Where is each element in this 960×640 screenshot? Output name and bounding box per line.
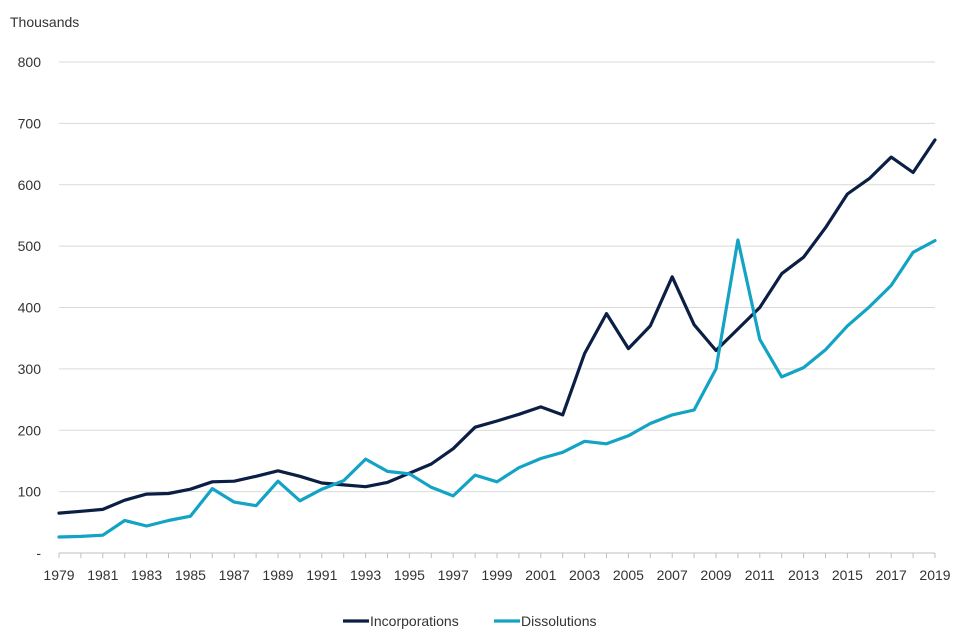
y-tick-label: - [36,545,41,561]
y-unit-label: Thousands [10,14,79,30]
x-tick-label: 1999 [481,567,512,583]
x-tick-label: 1997 [438,567,469,583]
x-tick-label: 2003 [569,567,600,583]
y-tick-label: 600 [18,177,42,193]
legend-item-dissolutions: Dissolutions [494,613,596,629]
y-tick-label: 200 [18,422,42,438]
y-tick-labels: - 100 200 300 400 500 600 700 800 [18,54,42,561]
legend-label: Incorporations [370,613,459,629]
x-tick-label: 2009 [700,567,731,583]
y-tick-label: 800 [18,54,42,70]
series-lines [57,138,937,539]
x-tick-label: 2007 [657,567,688,583]
x-tick-label: 2011 [745,567,775,583]
x-axis: 1979 1981 1983 1985 1987 1989 1991 1993 1995 1997… [43,552,951,583]
series-line-incorporations [57,138,937,515]
x-tick-label: 1991 [306,567,337,583]
x-tick-label: 2001 [525,567,556,583]
x-tick-label: 1987 [219,567,250,583]
legend-label: Dissolutions [521,613,596,629]
x-tick-label: 2017 [876,567,907,583]
y-tick-label: 400 [18,300,42,316]
series-line-dissolutions [57,238,937,539]
gridlines [59,61,935,493]
legend-item-incorporations: Incorporations [343,613,459,629]
x-tick-label: 1979 [43,567,74,583]
x-tick-label: 1985 [175,567,206,583]
x-tick-label: 1989 [262,567,293,583]
y-tick-label: 700 [18,115,42,131]
y-tick-label: 500 [18,238,42,254]
x-tick-label: 1983 [131,567,162,583]
x-tick-label: 1995 [394,567,425,583]
x-tick-label: 2013 [788,567,819,583]
y-tick-label: 300 [18,361,42,377]
x-tick-label: 2005 [613,567,644,583]
x-tick-label: 2015 [832,567,863,583]
y-tick-label: 100 [18,484,42,500]
x-tick-label: 2019 [919,567,950,583]
x-tick-label: 1981 [87,567,118,583]
x-tick-label: 1993 [350,567,381,583]
legend: Incorporations Dissolutions [343,613,596,629]
